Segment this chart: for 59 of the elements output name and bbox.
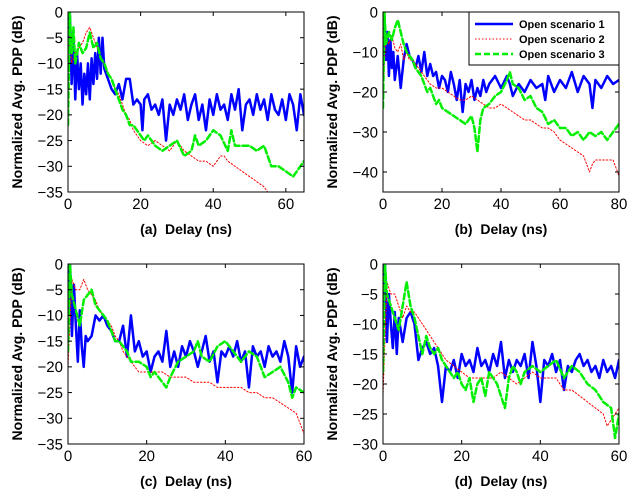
line-series — [68, 26, 268, 192]
x-tick-label: 20 — [132, 196, 149, 213]
y-tick-label: −25 — [38, 132, 63, 150]
y-tick-label: −30 — [352, 436, 378, 454]
y-axis-title: Normalized Avg. PDP (dB) — [9, 268, 25, 440]
x-tick-label: 20 — [434, 196, 450, 213]
y-axis-title: Normalized Avg. PDP (dB) — [9, 16, 25, 188]
y-tick-label: −10 — [38, 308, 63, 325]
line-series — [383, 264, 619, 440]
x-tick-label: 60 — [278, 196, 294, 213]
y-axis-title: Normalized Avg. PDP (dB) — [324, 268, 340, 440]
x-tick-label: 60 — [296, 448, 312, 465]
x-axis-title: (b) Delay (ns) — [454, 221, 548, 237]
y-tick-label: −15 — [38, 81, 63, 98]
y-tick-label: 0 — [54, 4, 63, 22]
y-tick-label: −10 — [38, 56, 63, 73]
line-series — [383, 36, 619, 176]
y-tick-label: −20 — [38, 359, 63, 376]
x-tick-label: 40 — [204, 196, 222, 213]
y-tick-label: −30 — [38, 410, 63, 428]
x-tick-label: 80 — [610, 196, 628, 213]
y-tick-label: −40 — [352, 164, 378, 182]
x-axis-title: (c) Delay (ns) — [140, 473, 232, 489]
y-tick-label: −30 — [38, 158, 63, 176]
y-tick-label: −20 — [352, 376, 378, 394]
x-tick-label: 60 — [610, 448, 628, 465]
y-tick-label: −20 — [38, 107, 63, 124]
y-tick-label: −5 — [46, 30, 63, 47]
legend-label: Open scenario 1 — [519, 18, 605, 31]
line-series — [68, 12, 304, 178]
y-tick-label: −5 — [360, 286, 378, 304]
y-tick-label: −30 — [352, 124, 378, 142]
x-tick-label: 60 — [552, 196, 568, 213]
y-tick-label: −15 — [352, 346, 378, 364]
y-tick-label: −35 — [38, 184, 63, 202]
line-series — [68, 278, 304, 434]
y-tick-label: −10 — [352, 44, 378, 62]
y-tick-label: −25 — [352, 406, 378, 424]
y-tick-label: 0 — [370, 256, 378, 274]
x-tick-label: 40 — [216, 448, 234, 465]
y-tick-label: 0 — [370, 4, 378, 22]
legend-label: Open scenario 3 — [519, 48, 605, 61]
line-series — [383, 12, 619, 154]
y-tick-label: −35 — [38, 436, 63, 454]
y-tick-label: −15 — [38, 333, 63, 350]
x-axis-title: (a) Delay (ns) — [140, 221, 232, 237]
line-series — [383, 282, 619, 426]
y-axis-title: Normalized Avg. PDP (dB) — [324, 16, 340, 188]
y-tick-label: −20 — [352, 84, 378, 102]
legend-label: Open scenario 2 — [519, 34, 605, 46]
x-tick-label: 40 — [492, 196, 510, 213]
y-tick-label: −25 — [38, 384, 63, 402]
x-tick-label: 40 — [532, 448, 549, 465]
x-tick-label: 20 — [453, 448, 470, 465]
y-tick-label: −5 — [46, 282, 63, 299]
y-tick-label: 0 — [54, 256, 63, 274]
x-axis-title: (d) Delay (ns) — [454, 473, 548, 489]
x-tick-label: 20 — [138, 448, 156, 465]
y-tick-label: −10 — [352, 316, 378, 334]
